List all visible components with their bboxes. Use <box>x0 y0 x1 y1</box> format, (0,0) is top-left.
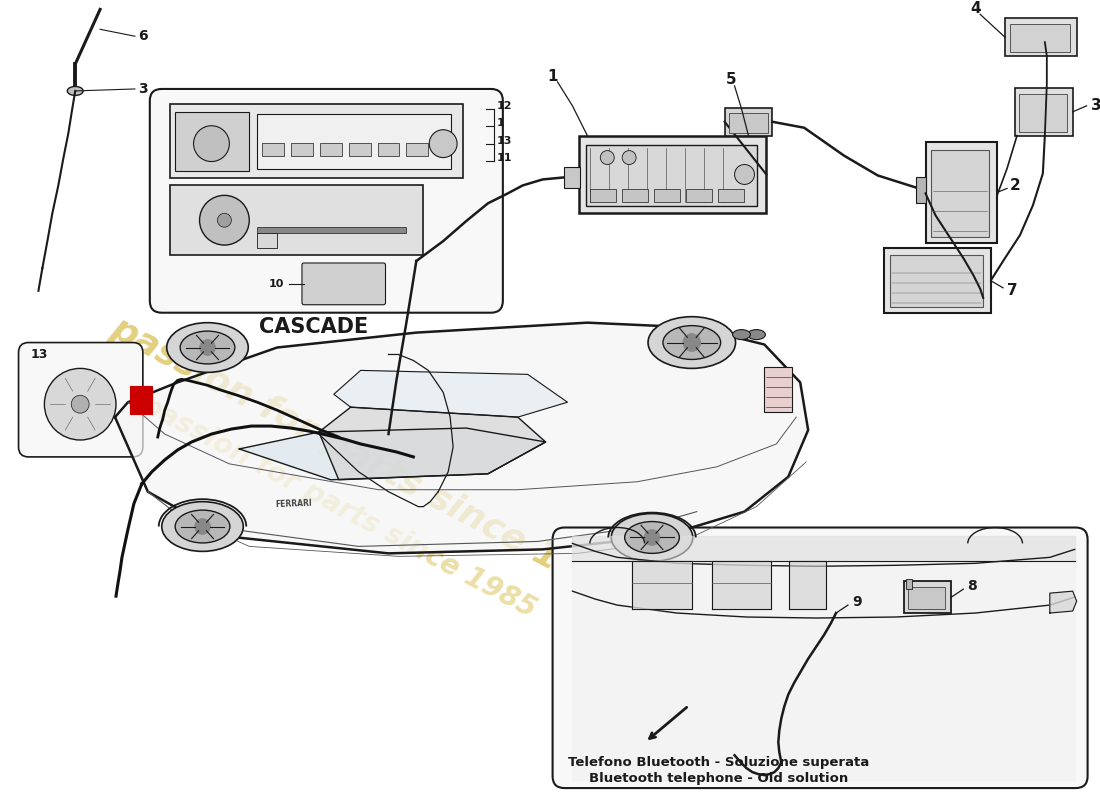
Bar <box>1005 18 1077 56</box>
Text: 3: 3 <box>1090 98 1100 114</box>
Bar <box>169 186 424 255</box>
Text: 7: 7 <box>1006 283 1018 298</box>
Circle shape <box>44 368 116 440</box>
FancyBboxPatch shape <box>302 263 385 305</box>
Circle shape <box>199 195 250 245</box>
Text: 2: 2 <box>1010 178 1021 193</box>
Text: passion for parts since 1985: passion for parts since 1985 <box>136 390 541 623</box>
Bar <box>257 114 451 169</box>
Text: 6: 6 <box>138 30 147 43</box>
Ellipse shape <box>733 330 750 339</box>
Text: 8: 8 <box>967 579 977 593</box>
Text: 4: 4 <box>970 1 980 16</box>
Text: 13: 13 <box>497 136 513 146</box>
Text: 1: 1 <box>497 118 505 128</box>
Circle shape <box>623 150 636 165</box>
Bar <box>169 104 463 178</box>
Polygon shape <box>572 537 1075 562</box>
Bar <box>908 587 945 609</box>
Text: 12: 12 <box>497 101 513 111</box>
Text: passion for parts since 1985: passion for parts since 1985 <box>106 311 631 613</box>
Bar <box>563 166 581 188</box>
Text: CASCADE: CASCADE <box>260 317 368 337</box>
Text: 13: 13 <box>31 348 48 361</box>
Bar <box>903 582 952 613</box>
Bar <box>406 142 428 155</box>
Polygon shape <box>116 322 808 554</box>
Ellipse shape <box>748 330 766 339</box>
FancyBboxPatch shape <box>19 342 143 457</box>
Text: 1: 1 <box>548 69 558 83</box>
Polygon shape <box>319 407 546 480</box>
Bar <box>905 579 912 589</box>
Text: 10: 10 <box>268 279 284 289</box>
Circle shape <box>72 395 89 413</box>
Ellipse shape <box>175 510 230 543</box>
Circle shape <box>429 130 458 158</box>
Bar <box>580 136 767 214</box>
Bar <box>685 190 712 202</box>
Bar <box>377 142 399 155</box>
Bar <box>932 150 989 237</box>
Bar <box>728 113 769 133</box>
Bar <box>292 142 312 155</box>
Text: Telefono Bluetooth - Soluzione superata: Telefono Bluetooth - Soluzione superata <box>568 756 869 769</box>
Text: 5: 5 <box>726 71 737 86</box>
Text: 3: 3 <box>138 82 147 96</box>
Bar <box>175 112 250 171</box>
Bar <box>654 190 680 202</box>
Circle shape <box>194 126 230 162</box>
Text: FERRARI: FERRARI <box>275 498 312 509</box>
Bar <box>257 233 277 248</box>
Polygon shape <box>790 562 826 609</box>
Ellipse shape <box>625 522 680 554</box>
Ellipse shape <box>648 317 736 368</box>
Bar <box>717 190 744 202</box>
Bar <box>1019 94 1067 132</box>
Text: 11: 11 <box>497 153 513 162</box>
Bar <box>257 227 406 233</box>
Bar <box>925 142 997 243</box>
Circle shape <box>645 530 660 546</box>
Bar <box>764 367 792 412</box>
Polygon shape <box>240 428 546 480</box>
Ellipse shape <box>180 331 234 364</box>
Bar <box>262 142 284 155</box>
Polygon shape <box>632 562 692 609</box>
Bar <box>1010 24 1069 52</box>
Bar <box>304 265 384 302</box>
Polygon shape <box>572 537 1075 780</box>
Bar <box>915 178 926 203</box>
Polygon shape <box>1049 591 1077 613</box>
Circle shape <box>683 334 701 351</box>
Bar <box>320 142 342 155</box>
Circle shape <box>735 165 755 185</box>
Bar <box>130 386 152 414</box>
Polygon shape <box>333 370 568 417</box>
Bar <box>883 248 991 313</box>
Text: Bluetooth telephone - Old solution: Bluetooth telephone - Old solution <box>588 772 848 785</box>
Text: 9: 9 <box>851 595 861 609</box>
Ellipse shape <box>167 322 249 372</box>
Bar <box>586 145 758 206</box>
Circle shape <box>199 339 216 355</box>
FancyBboxPatch shape <box>552 527 1088 788</box>
Bar <box>1015 88 1072 136</box>
Ellipse shape <box>162 502 243 551</box>
Circle shape <box>218 214 231 227</box>
Circle shape <box>195 518 210 534</box>
FancyBboxPatch shape <box>150 89 503 313</box>
Bar <box>890 255 983 306</box>
Bar <box>591 190 616 202</box>
Polygon shape <box>712 562 771 609</box>
Bar <box>349 142 371 155</box>
Ellipse shape <box>67 86 84 95</box>
Bar <box>725 108 772 136</box>
Ellipse shape <box>612 514 693 562</box>
Circle shape <box>601 150 614 165</box>
Ellipse shape <box>663 326 720 359</box>
Bar <box>623 190 648 202</box>
